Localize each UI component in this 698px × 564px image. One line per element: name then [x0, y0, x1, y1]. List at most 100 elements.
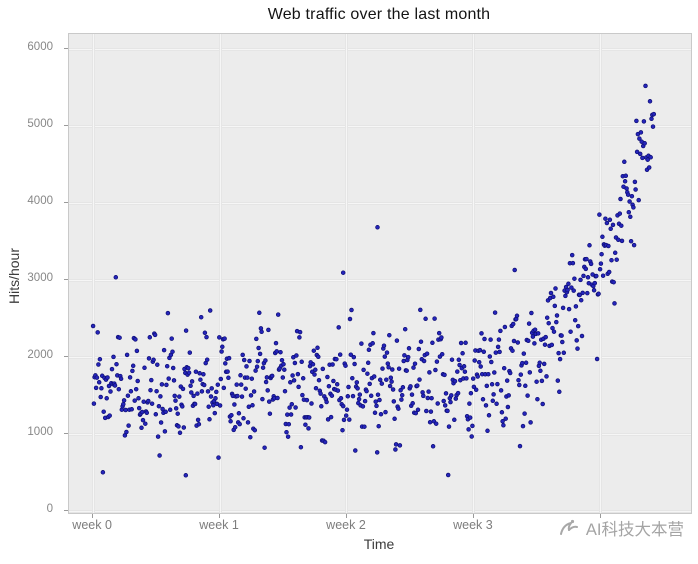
scatter-point: [540, 401, 545, 407]
scatter-point: [436, 330, 442, 336]
scatter-point: [189, 390, 194, 395]
scatter-point: [478, 364, 483, 369]
scatter-point: [285, 412, 290, 417]
scatter-point: [371, 374, 377, 379]
scatter-point: [285, 434, 291, 439]
scatter-point: [651, 111, 657, 117]
scatter-point: [433, 421, 439, 426]
scatter-point: [300, 376, 306, 381]
scatter-point: [628, 214, 633, 220]
scatter-point: [164, 363, 170, 369]
gridline-week-3: [472, 34, 476, 513]
scatter-point: [646, 165, 652, 170]
scatter-point: [457, 362, 462, 368]
scatter-point: [193, 369, 199, 374]
scatter-point: [592, 280, 598, 286]
scatter-point: [408, 384, 413, 389]
scatter-point: [107, 413, 112, 418]
scatter-point: [124, 352, 130, 358]
scatter-point: [539, 378, 545, 384]
gridline-week-1: [218, 34, 222, 513]
scatter-point: [313, 367, 318, 373]
scatter-point: [257, 351, 263, 357]
scatter-point: [574, 338, 579, 343]
scatter-point: [188, 383, 193, 389]
scatter-point: [379, 381, 385, 386]
scatter-point: [469, 434, 474, 439]
scatter-point: [290, 373, 295, 378]
scatter-point: [362, 424, 367, 429]
scatter-point: [226, 375, 231, 381]
scatter-point: [544, 374, 549, 379]
xtick-label-week-0: week 0: [72, 518, 112, 532]
scatter-point: [577, 292, 582, 298]
scatter-point: [315, 345, 320, 351]
scatter-point: [487, 354, 493, 359]
gridline-y-0: [69, 509, 691, 513]
scatter-point: [455, 369, 460, 374]
watermark-text: AI科技大本营: [585, 521, 684, 539]
scatter-point: [462, 369, 468, 374]
scatter-point: [583, 266, 589, 272]
scatter-point: [232, 402, 237, 407]
scatter-point: [523, 383, 528, 389]
scatter-point: [449, 357, 455, 362]
scatter-point: [382, 354, 388, 359]
scatter-point: [94, 375, 100, 380]
scatter-point: [337, 352, 343, 357]
scatter-point: [263, 379, 269, 385]
scatter-point: [306, 426, 311, 431]
scatter-point: [517, 443, 523, 449]
scatter-point: [167, 407, 173, 413]
scatter-point: [175, 411, 180, 416]
scatter-point: [132, 398, 137, 403]
scatter-point: [430, 340, 435, 346]
scatter-point: [207, 308, 213, 313]
scatter-point: [498, 388, 504, 393]
scatter-point: [164, 382, 169, 388]
scatter-point: [386, 365, 391, 370]
scatter-point: [435, 401, 440, 406]
scatter-point: [121, 401, 126, 407]
scatter-point: [312, 372, 317, 377]
scatter-point: [580, 290, 585, 296]
scatter-point: [603, 216, 608, 221]
scatter-point: [543, 334, 548, 340]
scatter-point: [619, 238, 625, 244]
scatter-point: [402, 353, 407, 358]
scatter-point: [158, 420, 164, 425]
scatter-point: [375, 392, 381, 397]
scatter-point: [297, 329, 303, 335]
scatter-point: [460, 351, 465, 356]
scatter-point: [313, 385, 319, 391]
scatter-point: [142, 365, 147, 371]
scatter-point: [585, 290, 590, 296]
scatter-point: [549, 342, 555, 348]
scatter-point: [298, 444, 304, 450]
scatter-point: [281, 361, 286, 367]
scatter-point: [288, 380, 293, 385]
scatter-point: [606, 243, 611, 249]
scatter-point: [585, 275, 591, 280]
scatter-point: [445, 408, 450, 414]
scatter-point: [237, 421, 242, 427]
scatter-point: [399, 392, 405, 398]
scatter-point: [133, 386, 139, 392]
scatter-point: [463, 340, 468, 346]
scatter-point: [336, 325, 341, 330]
scatter-point: [304, 397, 310, 403]
ytick-mark: [64, 356, 68, 358]
scatter-point: [572, 317, 578, 323]
scatter-point: [201, 372, 206, 377]
scatter-point: [148, 387, 153, 393]
gridline-week-2: [345, 34, 349, 513]
scatter-point: [136, 405, 142, 411]
scatter-point: [253, 368, 258, 373]
scatter-point: [96, 380, 102, 385]
scatter-point: [212, 410, 218, 416]
scatter-point: [517, 382, 522, 388]
scatter-point: [614, 257, 619, 262]
scatter-point: [347, 316, 353, 322]
scatter-point: [554, 313, 560, 318]
scatter-point: [600, 273, 606, 278]
